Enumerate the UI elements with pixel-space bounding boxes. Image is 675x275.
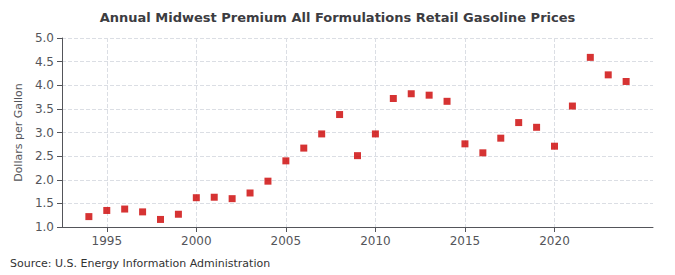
svg-text:Source: U.S. Energy Informatio: Source: U.S. Energy Information Administ… (10, 257, 270, 270)
svg-text:4.5: 4.5 (35, 55, 54, 69)
svg-text:2020: 2020 (539, 234, 570, 248)
svg-text:1.0: 1.0 (35, 220, 54, 234)
svg-text:Annual Midwest Premium All For: Annual Midwest Premium All Formulations … (100, 10, 576, 25)
svg-text:2015: 2015 (450, 234, 481, 248)
svg-text:4.0: 4.0 (35, 78, 54, 92)
svg-text:1995: 1995 (91, 234, 122, 248)
svg-text:2.5: 2.5 (35, 149, 54, 163)
svg-text:2000: 2000 (181, 234, 212, 248)
svg-text:Dollars per Gallon: Dollars per Gallon (12, 83, 25, 182)
svg-text:3.0: 3.0 (35, 126, 54, 140)
svg-text:3.5: 3.5 (35, 102, 54, 116)
svg-text:2010: 2010 (360, 234, 391, 248)
svg-text:2005: 2005 (271, 234, 302, 248)
svg-text:5.0: 5.0 (35, 31, 54, 45)
svg-text:2.0: 2.0 (35, 173, 54, 187)
svg-text:1.5: 1.5 (35, 196, 54, 210)
